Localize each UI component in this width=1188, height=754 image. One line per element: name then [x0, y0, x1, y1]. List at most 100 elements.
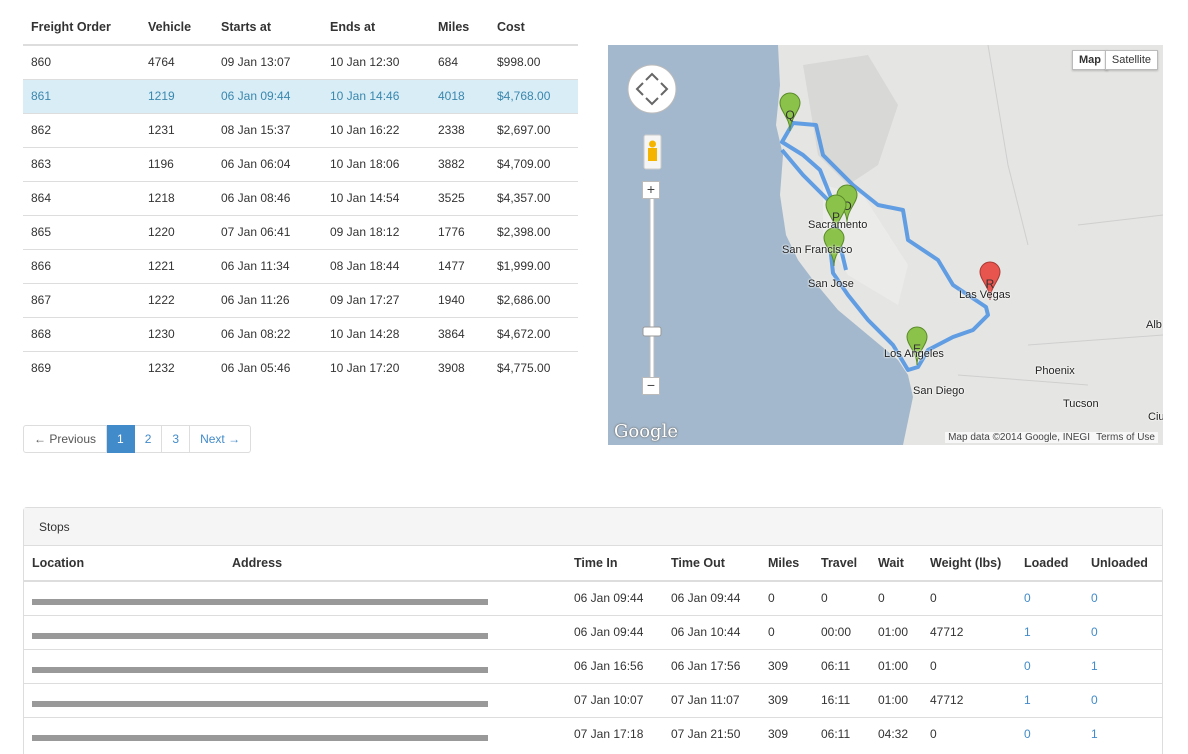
mountain-shading: [803, 55, 898, 185]
freight-order-row[interactable]: 862 1231 08 Jan 15:37 10 Jan 16:22 2338 $2,69…: [23, 112, 578, 147]
cost: $4,768.00: [489, 78, 578, 113]
start-time: 06 Jan 11:26: [213, 282, 322, 317]
freight-order-row[interactable]: 860 4764 09 Jan 13:07 10 Jan 12:30 684 $998.0…: [23, 44, 578, 79]
freight-order-row[interactable]: 869 1232 06 Jan 05:46 10 Jan 17:20 3908 $4,77…: [23, 350, 578, 385]
end-time: 10 Jan 18:06: [322, 146, 430, 181]
unloaded-count-link[interactable]: 1: [1091, 727, 1098, 742]
freight-order-row[interactable]: 866 1221 06 Jan 11:34 08 Jan 18:44 1477 $1,99…: [23, 248, 578, 283]
ocean: [608, 45, 913, 445]
marker-i[interactable]: I: [823, 227, 845, 267]
redaction-bar: [32, 632, 488, 639]
start-time: 06 Jan 08:22: [213, 316, 322, 351]
col-starts-at[interactable]: Starts at: [213, 10, 322, 46]
terms-of-use-link[interactable]: Terms of Use: [1093, 432, 1158, 443]
cost: $4,775.00: [489, 350, 578, 385]
zoom-track[interactable]: [649, 194, 655, 386]
col-loaded[interactable]: Loaded: [1016, 546, 1083, 582]
col-unloaded[interactable]: Unloaded: [1083, 546, 1162, 582]
marker-r[interactable]: R: [979, 261, 1001, 301]
pagination: ← Previous 1 2 3 Next →: [23, 425, 252, 453]
page-1-button[interactable]: 1: [107, 425, 135, 453]
freight-order-row[interactable]: 867 1222 06 Jan 11:26 09 Jan 17:27 1940 $2,68…: [23, 282, 578, 317]
freight-order-id: 863: [23, 146, 140, 181]
col-location[interactable]: Location: [24, 546, 224, 582]
stop-row: 07 Jan 10:07 07 Jan 11:07 309 16:11 01:00 477…: [24, 682, 1162, 717]
col-time-out[interactable]: Time Out: [663, 546, 760, 582]
freight-order-row[interactable]: 865 1220 07 Jan 06:41 09 Jan 18:12 1776 $2,39…: [23, 214, 578, 249]
stop-row: 06 Jan 16:56 06 Jan 17:56 309 06:11 01:00 0 0 1: [24, 648, 1162, 683]
col-weight[interactable]: Weight (lbs): [922, 546, 1016, 582]
loaded-count-link[interactable]: 1: [1024, 625, 1031, 639]
city-las-vegas: Las Vegas: [959, 289, 1011, 301]
col-miles[interactable]: Miles: [430, 10, 489, 46]
freight-order-row[interactable]: 863 1196 06 Jan 06:04 10 Jan 18:06 3882 $4,70…: [23, 146, 578, 181]
miles: 684: [430, 44, 489, 79]
wait-time: 0: [870, 580, 922, 615]
travel-time: 06:11: [813, 716, 870, 751]
end-time: 10 Jan 14:54: [322, 180, 430, 215]
weight: 0: [922, 648, 1016, 683]
map-canvas: Q O P I R E: [608, 45, 1163, 445]
next-page-button[interactable]: Next →: [190, 425, 252, 453]
vehicle-id: 4764: [140, 44, 213, 79]
weight: 47712: [922, 614, 1016, 649]
start-time: 06 Jan 11:34: [213, 248, 322, 283]
col-time-in[interactable]: Time In: [566, 546, 663, 582]
weight: 0: [922, 716, 1016, 751]
loaded-count-link[interactable]: 1: [1024, 693, 1031, 707]
col-ends-at[interactable]: Ends at: [322, 10, 430, 46]
col-address[interactable]: Address: [224, 546, 566, 582]
miles: 3908: [430, 350, 489, 385]
marker-q[interactable]: Q: [779, 92, 801, 132]
zoom-handle[interactable]: [642, 326, 662, 337]
loaded-count: 1: [1016, 614, 1083, 649]
freight-order-row[interactable]: 861 1219 06 Jan 09:44 10 Jan 14:46 4018 $4,76…: [23, 78, 578, 113]
col-travel[interactable]: Travel: [813, 546, 870, 582]
pan-control[interactable]: [627, 64, 677, 114]
freight-order-id: 866: [23, 248, 140, 283]
pegman-icon[interactable]: [643, 134, 662, 170]
stop-miles: 0: [760, 614, 813, 649]
marker-e-label: E: [913, 342, 921, 356]
zoom-out-button[interactable]: −: [642, 377, 660, 395]
stops-table: Location Address Time In Time Out Miles …: [24, 546, 1162, 751]
unloaded-count-link[interactable]: 0: [1091, 625, 1098, 639]
route-map[interactable]: Q O P I R E: [608, 45, 1163, 445]
freight-order-id: 862: [23, 112, 140, 147]
col-wait[interactable]: Wait: [870, 546, 922, 582]
road-lines: [957, 45, 1163, 386]
redacted-location-address: [24, 614, 566, 649]
loaded-count-link[interactable]: 0: [1024, 727, 1031, 742]
marker-p-label: P: [832, 210, 840, 224]
city-los-angeles: Los Angeles: [884, 348, 944, 360]
col-cost[interactable]: Cost: [489, 10, 578, 46]
unloaded-count-link[interactable]: 0: [1091, 591, 1098, 606]
stop-miles: 309: [760, 648, 813, 683]
freight-order-row[interactable]: 864 1218 06 Jan 08:46 10 Jan 14:54 3525 $4,35…: [23, 180, 578, 215]
map-type-map-button[interactable]: Map: [1072, 50, 1108, 70]
unloaded-count-link[interactable]: 1: [1091, 659, 1098, 673]
google-logo: Google: [614, 421, 678, 442]
marker-e[interactable]: E: [906, 326, 928, 366]
marker-p[interactable]: P: [825, 194, 847, 234]
page-2-button[interactable]: 2: [134, 425, 163, 453]
col-freight-order[interactable]: Freight Order: [23, 10, 140, 46]
redaction-bar: [32, 735, 488, 742]
map-type-satellite-button[interactable]: Satellite: [1104, 50, 1158, 70]
cost: $4,357.00: [489, 180, 578, 215]
unloaded-count-link[interactable]: 0: [1091, 693, 1098, 707]
zoom-in-button[interactable]: +: [642, 181, 660, 199]
freight-order-row[interactable]: 868 1230 06 Jan 08:22 10 Jan 14:28 3864 $4,67…: [23, 316, 578, 351]
loaded-count-link[interactable]: 0: [1024, 591, 1031, 606]
previous-page-button[interactable]: ← Previous: [23, 425, 108, 453]
loaded-count-link[interactable]: 0: [1024, 659, 1031, 673]
miles: 3882: [430, 146, 489, 181]
cost: $4,709.00: [489, 146, 578, 181]
col-vehicle[interactable]: Vehicle: [140, 10, 213, 46]
freight-orders-table: Freight Order Vehicle Starts at Ends at …: [23, 10, 578, 385]
miles: 1477: [430, 248, 489, 283]
col-stop-miles[interactable]: Miles: [760, 546, 813, 582]
cost: $998.00: [489, 44, 578, 79]
page-3-button[interactable]: 3: [162, 425, 191, 453]
vehicle-id: 1219: [140, 78, 213, 113]
